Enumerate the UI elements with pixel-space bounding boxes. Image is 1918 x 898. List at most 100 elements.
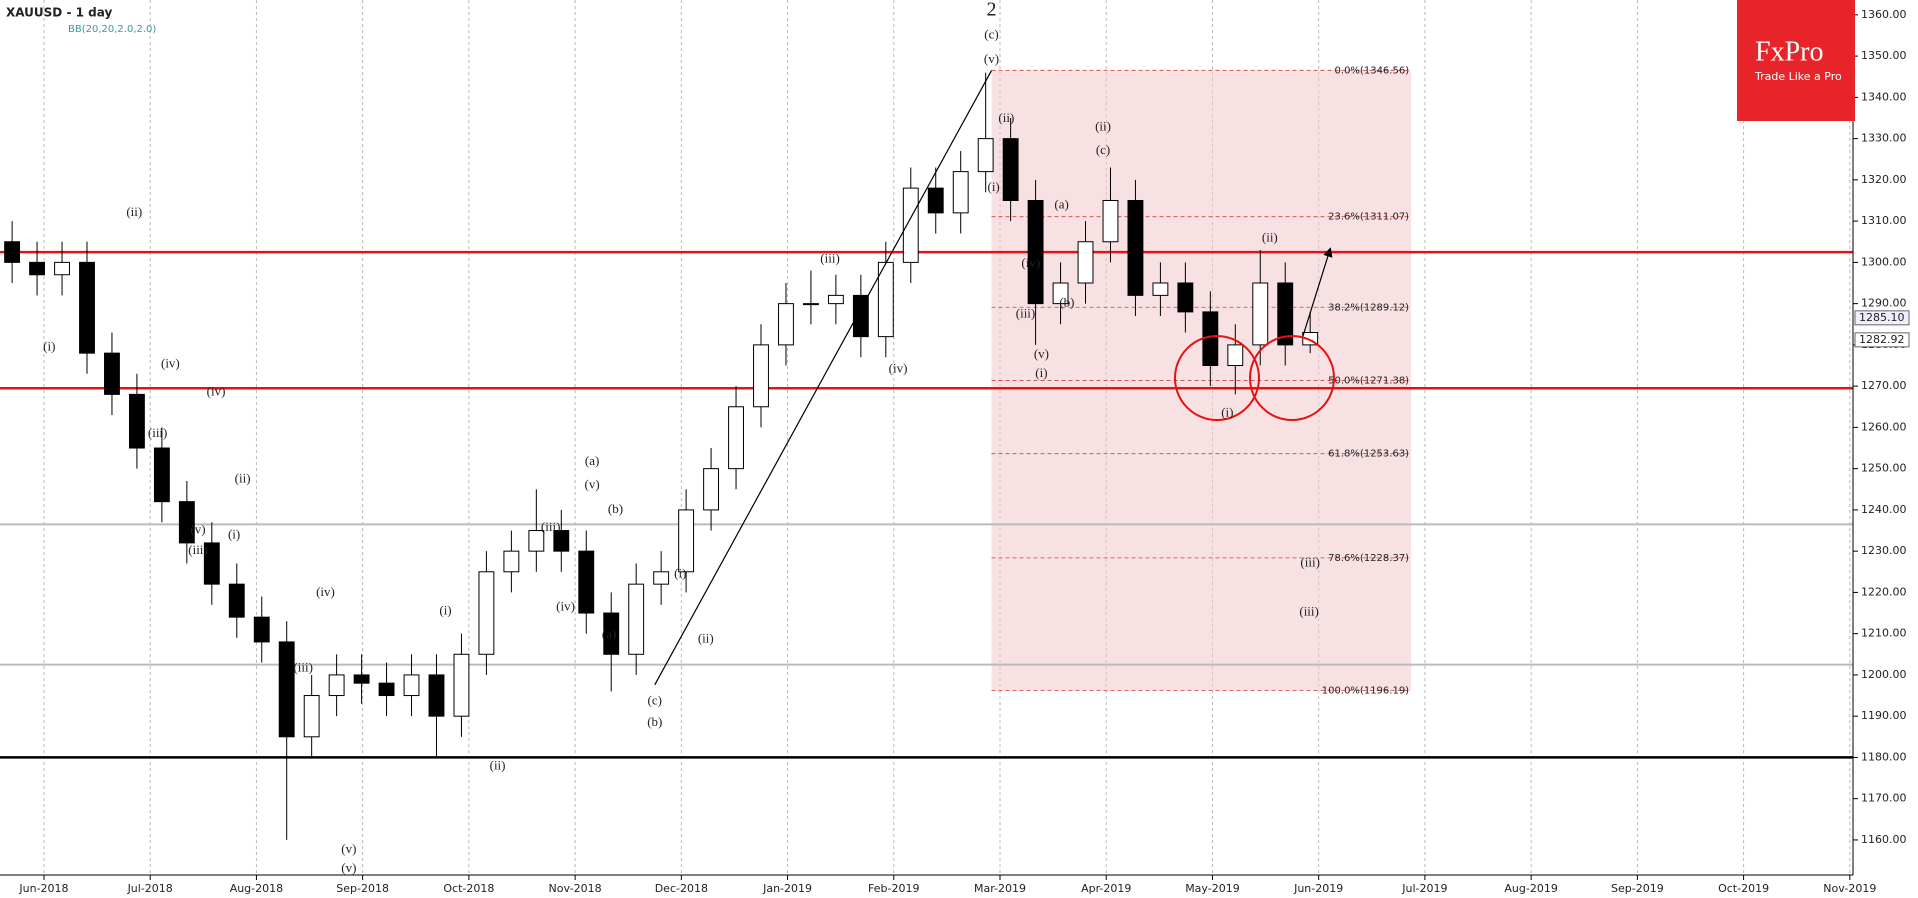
- wave-label: (a): [1054, 196, 1068, 211]
- x-tick-label: Jun-2019: [1293, 882, 1343, 895]
- wave-label: (iv): [1021, 255, 1040, 270]
- wave-label: (i): [439, 602, 451, 617]
- y-tick-label: 1360.00: [1861, 8, 1907, 21]
- wave-label: (a): [602, 627, 616, 642]
- indicator-label: BB(20,20,2.0,2.0): [68, 24, 156, 35]
- y-tick-label: 1160.00: [1861, 833, 1907, 846]
- candle-body: [1127, 199, 1144, 296]
- y-tick-label: 1210.00: [1861, 627, 1907, 640]
- wave-label: (iii): [188, 542, 208, 557]
- candle-body: [79, 261, 95, 354]
- candle-body: [728, 406, 744, 470]
- wave-label: (c): [984, 26, 998, 41]
- candle-body: [628, 583, 645, 655]
- candle-body: [703, 468, 720, 511]
- candle-body: [1002, 138, 1019, 201]
- y-tick-label: 1170.00: [1861, 792, 1907, 805]
- y-tick-label: 1350.00: [1861, 49, 1907, 62]
- wave-label: (ii): [698, 630, 714, 645]
- candle-body: [1177, 282, 1194, 313]
- highlight-circle: [1249, 335, 1335, 421]
- wave-label: (c): [1096, 142, 1110, 157]
- candle-body: [178, 501, 195, 544]
- candle-body: [1277, 282, 1294, 346]
- x-tick-label: Oct-2019: [1718, 882, 1769, 895]
- wave-label: (ii): [126, 204, 142, 219]
- y-tick-label: 1200.00: [1861, 668, 1907, 681]
- wave-label: (iii): [148, 425, 168, 440]
- candle-body: [54, 261, 70, 276]
- candle-body: [1052, 282, 1069, 305]
- wave-label: (iii): [1299, 604, 1319, 619]
- x-tick-label: May-2019: [1185, 882, 1240, 895]
- wave-label: (b): [1059, 295, 1074, 310]
- y-tick-label: 1250.00: [1861, 462, 1907, 475]
- x-tick-label: Aug-2018: [230, 882, 283, 895]
- candle-body: [1227, 344, 1244, 367]
- wave-label: (ii): [998, 110, 1014, 125]
- candle-body: [278, 641, 295, 738]
- candle-body: [353, 674, 370, 684]
- fib-label: 23.6%(1311.07): [1328, 212, 1409, 223]
- wave-label: (i): [987, 179, 999, 194]
- x-tick-label: Jul-2018: [127, 882, 173, 895]
- x-tick-label: Nov-2018: [549, 882, 602, 895]
- candle-body: [29, 261, 46, 276]
- wave-label: (v): [341, 841, 356, 856]
- candle-body: [253, 616, 270, 643]
- candle-body: [753, 344, 769, 408]
- candle-body: [104, 352, 120, 395]
- x-tick-label: Dec-2018: [655, 882, 708, 895]
- fib-zone: [991, 70, 1412, 691]
- x-tick-label: Aug-2019: [1504, 882, 1557, 895]
- x-tick-label: Nov-2019: [1823, 882, 1876, 895]
- wave-label: (v): [341, 860, 356, 875]
- wave-label: (v): [984, 51, 999, 66]
- x-tick-label: Jul-2019: [1401, 882, 1447, 895]
- x-tick-label: Jun-2018: [18, 882, 68, 895]
- y-tick-label: 1260.00: [1861, 420, 1907, 433]
- annotation-layer: 2 (c) (v) (ii) (i) (iv) (iii) (v) (i) (a) (b) (c) (i…: [43, 0, 1335, 875]
- y-tick-label: 1340.00: [1861, 90, 1907, 103]
- candle-body: [852, 294, 869, 338]
- wave-label: (i): [674, 566, 686, 581]
- candle-body: [128, 393, 145, 449]
- candle-body: [1077, 241, 1094, 284]
- logo-tagline: Trade Like a Pro: [1754, 70, 1842, 83]
- logo-box: [1737, 0, 1855, 121]
- candle-body: [827, 294, 844, 305]
- fib-label: 100.0%(1196.19): [1322, 686, 1409, 697]
- wave-label: (v): [190, 522, 205, 537]
- price-tag: [1854, 332, 1910, 348]
- candle-body: [403, 674, 420, 697]
- candle-body: [428, 674, 445, 717]
- wave-label: (iii): [1300, 555, 1320, 570]
- candle-body: [977, 138, 994, 173]
- wave-label: (ii): [1262, 229, 1278, 244]
- wave-label: (iv): [207, 384, 226, 399]
- candle-body: [453, 653, 470, 717]
- wave-label: (b): [608, 501, 623, 516]
- wave-label: (i): [1035, 365, 1047, 380]
- candle-body: [4, 241, 21, 263]
- candle-body: [927, 187, 944, 214]
- x-tick-label: Mar-2019: [974, 882, 1026, 895]
- marks-layer: [0, 70, 1853, 840]
- y-tick-label: 1300.00: [1861, 255, 1907, 268]
- wave-label: (ii): [235, 470, 251, 485]
- wave-label: (iii): [820, 250, 840, 265]
- wave-label: (i): [43, 338, 55, 353]
- y-tick-label: 1240.00: [1861, 503, 1907, 516]
- y-tick-label: 1290.00: [1861, 297, 1907, 310]
- candle-body: [603, 612, 620, 655]
- candle-body: [1252, 282, 1269, 346]
- fib-label: 50.0%(1271.38): [1328, 375, 1409, 386]
- wave-label: (iii): [293, 660, 313, 675]
- wave-label: (iv): [161, 355, 180, 370]
- y-tick-label: 1190.00: [1861, 709, 1907, 722]
- candle-body: [1152, 282, 1169, 296]
- wave-label: (ii): [1095, 118, 1111, 133]
- x-tick-label: Sep-2018: [336, 882, 389, 895]
